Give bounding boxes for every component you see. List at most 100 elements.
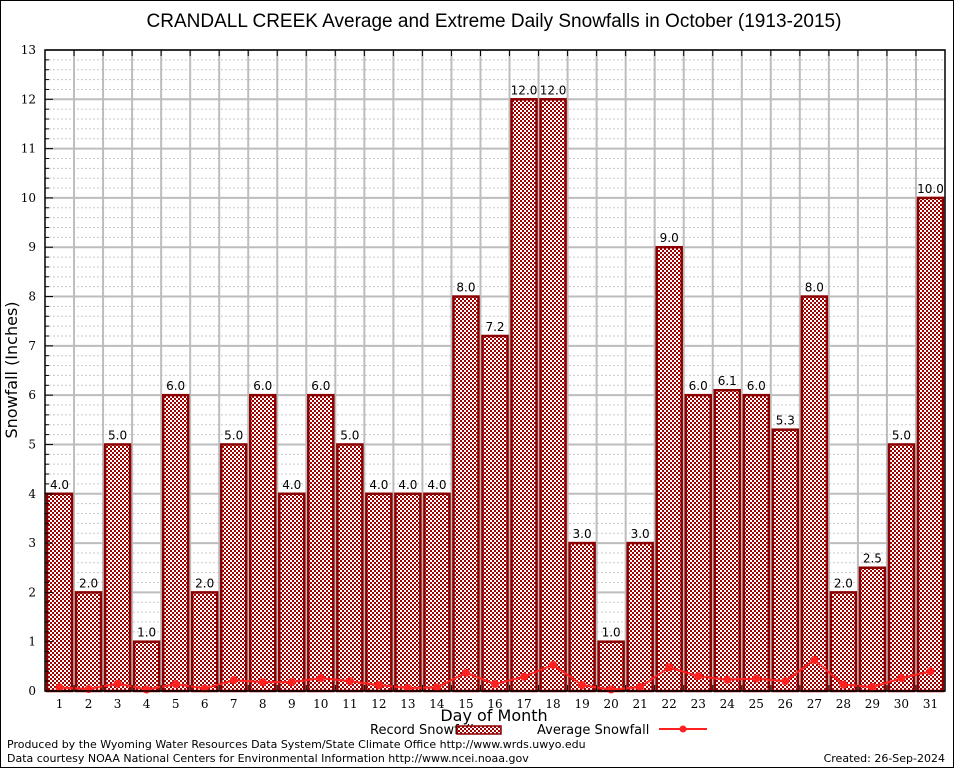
x-tick-label: 6: [201, 697, 209, 711]
bar-value-label: 6.0: [689, 379, 708, 393]
x-tick-label: 7: [230, 697, 238, 711]
bar-value-label: 5.3: [776, 414, 795, 428]
record-bar-day-21: [626, 541, 654, 693]
legend-swatch-record: [456, 725, 502, 735]
average-point-day-28: [839, 680, 848, 689]
bar-value-label: 5.0: [108, 428, 127, 442]
bar-value-label: 6.1: [718, 374, 737, 388]
x-tick-label: 3: [114, 697, 122, 711]
x-tick-label: 31: [923, 697, 938, 711]
average-point-day-16: [491, 680, 499, 689]
y-tick-label: 11: [21, 142, 36, 156]
bar-value-label: 4.0: [282, 478, 301, 492]
average-point-day-13: [403, 684, 412, 693]
x-tick-label: 22: [662, 697, 677, 711]
bar-value-label: 1.0: [602, 626, 621, 640]
x-tick-label: 24: [720, 697, 736, 711]
record-bar-day-16: [481, 334, 509, 693]
x-tick-label: 23: [691, 697, 706, 711]
average-point-day-23: [694, 672, 703, 681]
x-tick-label: 20: [603, 697, 618, 711]
average-point-day-26: [781, 677, 790, 686]
footer-created: Created: 26-Sep-2024: [824, 752, 945, 765]
average-point-day-7: [229, 676, 238, 685]
bar-value-label: 5.0: [224, 428, 243, 442]
average-line: [55, 655, 935, 694]
bar-value-label: 12.0: [540, 83, 567, 97]
y-tick-label: 3: [28, 536, 36, 550]
footer-producer: Produced by the Wyoming Water Resources …: [7, 738, 586, 751]
plot-border: [44, 49, 946, 692]
bar-value-label: 6.0: [747, 379, 766, 393]
average-point-day-21: [636, 683, 645, 692]
record-bar-day-4: [132, 640, 161, 693]
record-bar-day-18: [539, 98, 567, 693]
x-tick-label: 14: [429, 697, 445, 711]
x-tick-label: 30: [894, 697, 909, 711]
average-point-day-1: [55, 683, 64, 692]
y-tick-label: 8: [28, 290, 36, 304]
average-point-day-5: [171, 680, 180, 689]
average-point-day-12: [374, 681, 383, 690]
average-point-day-18: [549, 660, 558, 669]
y-tick-label: 10: [21, 191, 36, 205]
record-bar-day-9: [278, 492, 306, 693]
average-point-day-20: [607, 685, 616, 694]
footer-data-source: Data courtesy NOAA National Centers for …: [7, 752, 529, 765]
average-point-day-31: [926, 667, 935, 676]
y-tick-label: 5: [28, 437, 36, 451]
x-tick-label: 27: [807, 697, 822, 711]
y-tick-label: 0: [28, 684, 36, 698]
x-tick-label: 18: [545, 697, 560, 711]
legend-swatch-average-marker: [679, 725, 687, 733]
y-tick-label: 9: [28, 240, 36, 254]
bar-value-label: 2.5: [863, 552, 882, 566]
y-tick-label: 4: [28, 487, 36, 501]
chart-title: CRANDALL CREEK Average and Extreme Daily…: [147, 11, 842, 32]
x-tick-label: 9: [288, 697, 296, 711]
record-bar-day-7: [219, 443, 248, 693]
record-bar-day-25: [742, 393, 771, 693]
record-bar-day-17: [510, 98, 538, 693]
record-bar-day-27: [800, 295, 829, 693]
bar-value-label: 12.0: [511, 83, 538, 97]
x-tick-label: 28: [836, 697, 851, 711]
y-tick-label: 13: [21, 43, 36, 57]
bar-value-label: 9.0: [660, 231, 679, 245]
average-point-day-4: [142, 685, 151, 694]
bar-value-label: 2.0: [195, 576, 214, 590]
bar-value-label: 6.0: [253, 379, 272, 393]
legend-label-record: Record Snowfall: [370, 723, 474, 738]
bar-value-label: 3.0: [631, 527, 650, 541]
x-tick-label: 26: [778, 697, 793, 711]
bar-value-label: 2.0: [79, 576, 98, 590]
record-bar-day-13: [394, 492, 422, 693]
x-tick-label: 10: [313, 697, 328, 711]
y-axis-label: Snowfall (Inches): [2, 301, 21, 438]
legend: Record Snowfall Average Snowfall: [370, 723, 707, 738]
bar-value-label: 7.2: [485, 320, 504, 334]
record-bar-day-20: [597, 640, 625, 693]
record-bar-day-31: [916, 196, 945, 693]
x-tick-label: 8: [259, 697, 267, 711]
record-bar-day-3: [103, 443, 132, 693]
average-point-day-19: [578, 681, 587, 690]
x-tick-label: 5: [172, 697, 180, 711]
bar-value-label: 4.0: [369, 478, 388, 492]
average-point-day-22: [665, 663, 674, 672]
bar-value-label: 4.0: [427, 478, 446, 492]
average-point-day-10: [316, 674, 325, 683]
average-point-day-17: [520, 672, 529, 681]
bar-value-label: 8.0: [805, 281, 824, 295]
average-point-day-29: [868, 683, 877, 692]
bar-value-label: 2.0: [834, 576, 853, 590]
record-bar-day-6: [190, 591, 219, 693]
bar-value-label: 5.0: [340, 428, 359, 442]
average-point-day-25: [752, 674, 761, 683]
record-bar-day-26: [771, 428, 800, 693]
record-bar-day-5: [161, 393, 190, 693]
x-axis-label: Day of Month: [440, 706, 547, 725]
x-tick-label: 19: [574, 697, 589, 711]
record-bar-day-19: [568, 541, 596, 693]
bar-value-label: 4.0: [50, 478, 69, 492]
